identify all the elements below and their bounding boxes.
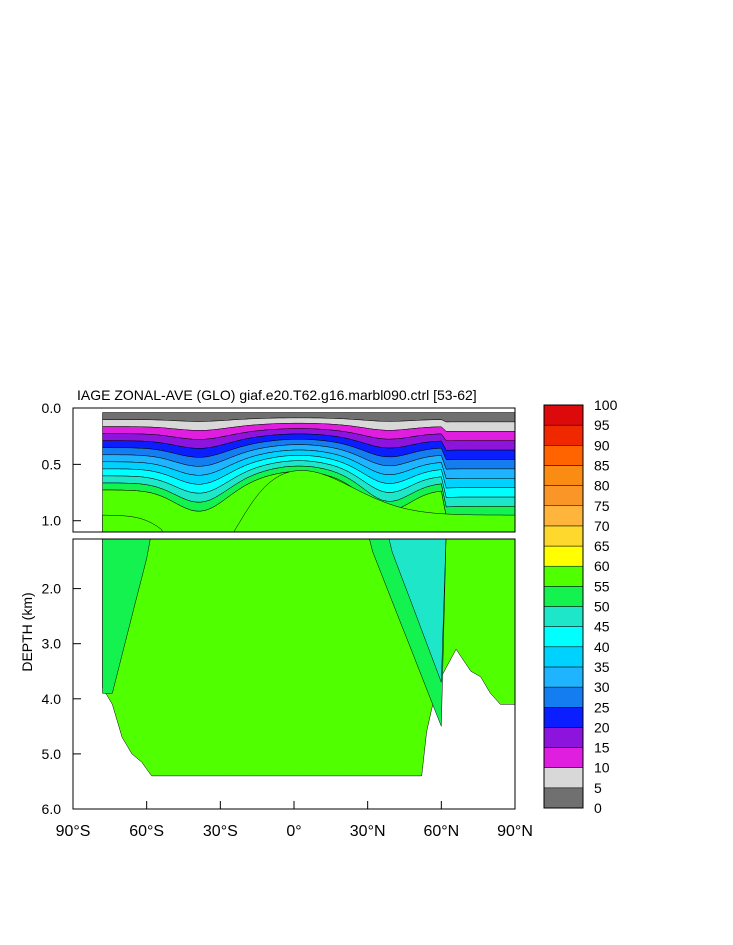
colorbar-swatch — [543, 545, 584, 567]
colorbar-label: 85 — [594, 457, 610, 473]
lower-bands — [102, 539, 515, 777]
colorbar-label: 35 — [594, 659, 610, 675]
colorbar-swatch — [543, 747, 584, 768]
contour-band — [388, 539, 447, 683]
colorbar-swatch — [543, 465, 584, 486]
colorbar-frame — [543, 404, 584, 809]
colorbar-label: 25 — [594, 699, 610, 715]
y-axis: 0.0 0.5 1.0 2.0 3.0 4.0 5.0 6.0 — [42, 400, 81, 817]
x-tick-label: 0° — [286, 823, 301, 840]
y-tick-label: 0.5 — [42, 456, 62, 472]
colorbar-label: 75 — [594, 498, 610, 514]
x-tick-label: 30°N — [350, 823, 386, 840]
colorbar-label: 80 — [594, 478, 610, 494]
colorbar-label: 90 — [594, 437, 610, 453]
colorbar-label: 95 — [594, 417, 610, 433]
contour-band — [102, 539, 151, 694]
colorbar-swatch — [543, 686, 584, 708]
chart-title: IAGE ZONAL-AVE (GLO) giaf.e20.T62.g16.ma… — [77, 387, 477, 403]
contour-band — [102, 470, 515, 532]
colorbar-swatch — [543, 606, 584, 627]
lower-panel — [72, 538, 516, 810]
colorbar-swatch — [543, 626, 584, 648]
y-tick-label: 0.0 — [42, 400, 62, 416]
colorbar-label: 15 — [594, 740, 610, 756]
x-tick-label: 30°S — [203, 823, 238, 840]
colorbar-swatch — [543, 707, 584, 728]
x-tick-label: 90°N — [497, 823, 533, 840]
colorbar-swatch — [543, 485, 584, 507]
colorbar-swatch — [543, 787, 584, 809]
colorbar-label: 55 — [594, 578, 610, 594]
colorbar-swatch — [543, 586, 584, 607]
colorbar-label: 30 — [594, 679, 610, 695]
x-axis: 90°S 60°S 30°S 0° 30°N 60°N 90°N — [56, 801, 533, 840]
upper-bands — [102, 412, 515, 532]
colorbar-swatch — [543, 424, 584, 446]
colorbar-label: 10 — [594, 760, 610, 776]
colorbar-swatch — [543, 525, 584, 547]
colorbar-label: 20 — [594, 719, 610, 735]
colorbar-label: 40 — [594, 639, 610, 655]
x-tick-label: 60°N — [423, 823, 459, 840]
x-tick-label: 90°S — [56, 823, 91, 840]
colorbar: 1009590858075706560555045403530252015105… — [543, 397, 618, 816]
colorbar-label: 50 — [594, 599, 610, 615]
colorbar-swatch — [543, 646, 584, 668]
y-tick-label: 6.0 — [42, 801, 62, 817]
colorbar-swatch — [543, 666, 584, 688]
colorbar-swatch — [543, 505, 584, 527]
y-tick-label: 5.0 — [42, 746, 62, 762]
colorbar-swatch — [543, 727, 584, 748]
y-tick-label: 1.0 — [42, 513, 62, 529]
y-axis-label: DEPTH (km) — [19, 592, 35, 671]
upper-panel-frame — [72, 407, 516, 533]
colorbar-label: 60 — [594, 558, 610, 574]
upper-panel — [72, 407, 516, 533]
colorbar-label: 0 — [594, 800, 602, 816]
x-tick-label: 60°S — [129, 823, 164, 840]
colorbar-swatch — [543, 767, 584, 789]
colorbar-swatch — [543, 565, 584, 587]
colorbar-label: 100 — [594, 397, 618, 413]
colorbar-label: 45 — [594, 619, 610, 635]
colorbar-label: 65 — [594, 538, 610, 554]
y-tick-label: 2.0 — [42, 581, 62, 597]
colorbar-label: 5 — [594, 780, 602, 796]
colorbar-label: 70 — [594, 518, 610, 534]
colorbar-swatch — [543, 445, 584, 466]
y-tick-label: 4.0 — [42, 691, 62, 707]
y-tick-label: 3.0 — [42, 636, 62, 652]
colorbar-swatch — [543, 404, 584, 426]
